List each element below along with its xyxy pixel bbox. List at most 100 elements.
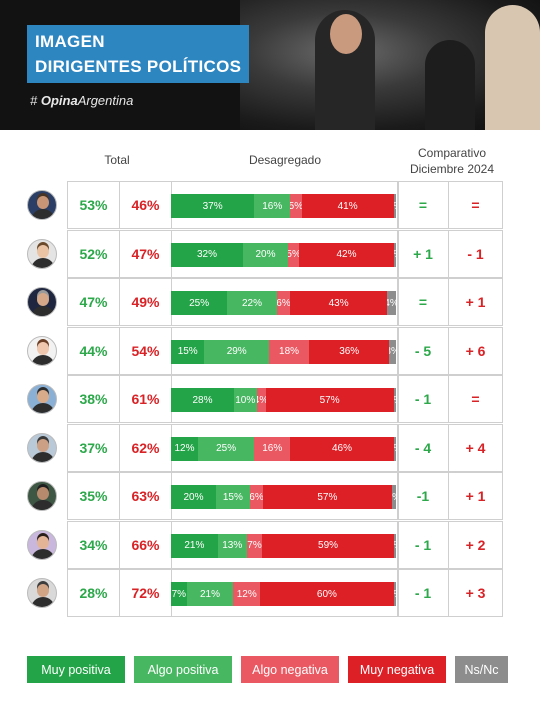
avatar	[27, 432, 57, 463]
table-row: 34%66%21%13%7%59%1%- 1+ 2	[0, 520, 540, 569]
bar-segment-algo-positiva: 15%	[216, 485, 250, 509]
avatar	[27, 481, 57, 511]
bar-segment-muy-negativa: 57%	[263, 485, 392, 509]
compare-header-line-2: Diciembre 2024	[409, 162, 495, 176]
bar-segment-algo-negativa: 16%	[254, 436, 291, 461]
bar-segment-algo-negativa: 18%	[269, 339, 310, 364]
table-row: 37%62%12%25%16%46%1%- 4+ 4	[0, 423, 540, 472]
stacked-bar: 32%20%5%42%1%	[171, 242, 396, 267]
table-row: 28%72%7%21%12%60%1%- 1+ 3	[0, 569, 540, 617]
bar-segment-ns-nc: 1%	[393, 582, 396, 606]
bar-segment-muy-negativa: 36%	[309, 339, 390, 364]
avatar	[27, 287, 57, 317]
avatar	[27, 238, 57, 269]
change-positive: - 1	[397, 569, 449, 617]
change-negative: + 6	[448, 326, 503, 375]
positive-total: 53%	[67, 181, 120, 229]
negative-total: 61%	[119, 375, 172, 423]
table-row: 38%61%28%10%4%57%1%- 1=	[0, 375, 540, 423]
stacked-bar: 20%15%6%57%2%	[171, 485, 396, 509]
change-positive: -1	[397, 472, 449, 520]
bar-segment-ns-nc: 4%	[387, 291, 396, 315]
change-negative: + 4	[448, 423, 503, 472]
bar-segment-muy-negativa: 57%	[265, 388, 394, 412]
bar-segment-muy-positiva: 7%	[171, 582, 187, 606]
table-row: 53%46%37%16%5%41%1%==	[0, 181, 540, 229]
bar-segment-algo-negativa: 6%	[276, 291, 291, 315]
change-negative: + 3	[448, 569, 503, 617]
bar-segment-muy-positiva: 37%	[171, 194, 255, 218]
bar-segment-algo-negativa: 4%	[256, 388, 266, 412]
legend-item-ns-nc: Ns/Nc	[455, 656, 508, 683]
column-header-total: Total	[104, 153, 130, 167]
table-row: 52%47%32%20%5%42%1%+ 1- 1	[0, 229, 540, 278]
change-positive: - 4	[397, 423, 449, 472]
bar-segment-algo-positiva: 25%	[198, 436, 255, 461]
negative-total: 54%	[119, 326, 172, 375]
bar-segment-muy-positiva: 32%	[171, 242, 243, 267]
stacked-bar: 7%21%12%60%1%	[171, 582, 396, 606]
legend-item-muy-negativa: Muy negativa	[348, 656, 446, 683]
negative-total: 46%	[119, 181, 172, 229]
avatar	[27, 578, 57, 608]
bar-segment-muy-positiva: 28%	[171, 388, 234, 412]
bar-segment-algo-negativa: 5%	[288, 242, 300, 267]
negative-total: 49%	[119, 278, 172, 326]
positive-total: 38%	[67, 375, 120, 423]
change-negative: - 1	[448, 229, 503, 278]
bar-segment-algo-positiva: 21%	[186, 582, 234, 606]
avatar	[27, 384, 57, 414]
change-positive: - 1	[397, 375, 449, 423]
bar-segment-algo-negativa: 12%	[233, 582, 261, 606]
bar-segment-muy-positiva: 20%	[171, 485, 216, 509]
change-positive: + 1	[397, 229, 449, 278]
bar-segment-muy-negativa: 59%	[262, 533, 394, 558]
change-positive: =	[397, 278, 449, 326]
stacked-bar: 12%25%16%46%1%	[171, 436, 396, 461]
negative-total: 62%	[119, 423, 172, 472]
bar-segment-algo-negativa: 6%	[249, 485, 264, 509]
bar-segment-algo-positiva: 29%	[204, 339, 269, 364]
bar-segment-algo-positiva: 10%	[234, 388, 257, 412]
change-negative: =	[448, 375, 503, 423]
positive-total: 28%	[67, 569, 120, 617]
stacked-bar: 28%10%4%57%1%	[171, 388, 396, 412]
bar-segment-algo-positiva: 13%	[217, 533, 247, 558]
brand-logo: # OpinaArgentina	[30, 93, 133, 108]
legend-item-algo-positiva: Algo positiva	[134, 656, 232, 683]
negative-total: 66%	[119, 520, 172, 569]
bar-segment-muy-negativa: 43%	[290, 291, 387, 315]
legend-item-muy-positiva: Muy positiva	[27, 656, 125, 683]
avatar	[27, 190, 57, 220]
change-positive: - 5	[397, 326, 449, 375]
title-line-2: DIRIGENTES POLÍTICOS	[35, 57, 242, 76]
positive-total: 44%	[67, 326, 120, 375]
avatar	[27, 335, 57, 366]
change-positive: - 1	[397, 520, 449, 569]
bar-segment-muy-negativa: 42%	[299, 242, 394, 267]
bar-segment-ns-nc: 1%	[393, 436, 396, 461]
positive-total: 35%	[67, 472, 120, 520]
bar-segment-muy-positiva: 21%	[171, 533, 218, 558]
bar-segment-ns-nc: 3%	[389, 339, 396, 364]
negative-total: 63%	[119, 472, 172, 520]
bar-segment-muy-positiva: 25%	[171, 291, 228, 315]
bar-segment-ns-nc: 1%	[393, 242, 396, 267]
bar-segment-ns-nc: 2%	[391, 485, 396, 509]
bar-segment-algo-negativa: 5%	[290, 194, 302, 218]
page-title: IMAGEN DIRIGENTES POLÍTICOS	[27, 25, 250, 83]
bar-segment-algo-negativa: 7%	[246, 533, 263, 558]
stacked-bar: 37%16%5%41%1%	[171, 194, 396, 218]
bar-segment-muy-negativa: 60%	[260, 582, 394, 606]
bar-segment-muy-negativa: 46%	[290, 436, 394, 461]
bar-segment-ns-nc: 1%	[393, 533, 396, 558]
bar-segment-muy-positiva: 15%	[171, 339, 205, 364]
compare-header-line-1: Comparativo	[417, 146, 487, 160]
positive-total: 37%	[67, 423, 120, 472]
change-negative: =	[448, 181, 503, 229]
positive-total: 52%	[67, 229, 120, 278]
change-negative: + 1	[448, 278, 503, 326]
bar-segment-muy-positiva: 12%	[171, 436, 198, 461]
table-row: 47%49%25%22%6%43%4%=+ 1	[0, 278, 540, 326]
brand-bold: Opina	[40, 93, 78, 108]
